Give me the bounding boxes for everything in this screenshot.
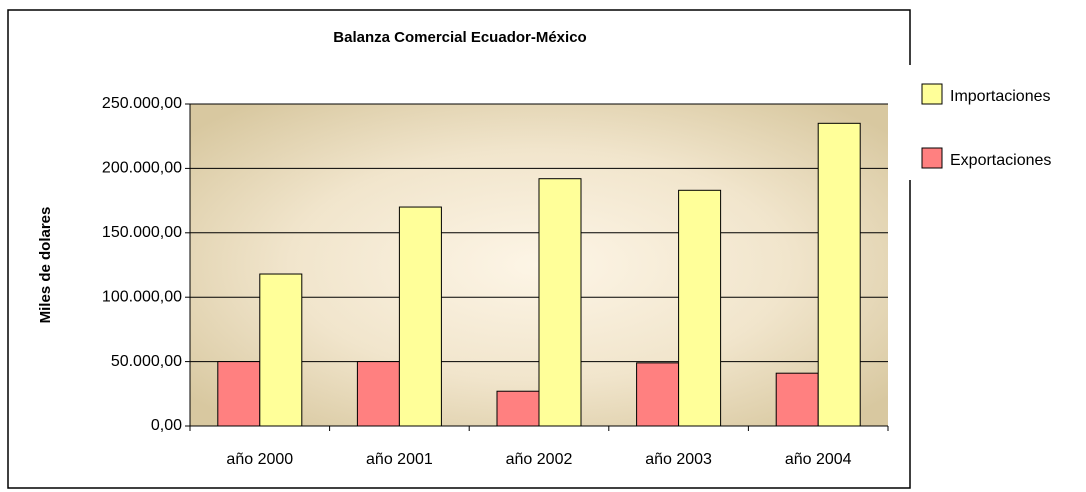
legend-swatch: [921, 147, 943, 169]
x-tick-label: año 2000: [226, 451, 293, 468]
y-tick-label: 150.000,00: [102, 224, 182, 241]
legend-swatch: [921, 83, 943, 105]
bar: [678, 189, 722, 427]
y-tick-label: 250.000,00: [102, 95, 182, 112]
bar: [636, 362, 680, 427]
x-tick-label: año 2001: [366, 451, 433, 468]
legend-label: Importaciones: [950, 88, 1051, 105]
bar: [356, 361, 400, 427]
bar: [217, 361, 261, 427]
bar: [775, 372, 819, 427]
bar: [259, 273, 303, 427]
y-tick-label: 100.000,00: [102, 288, 182, 305]
y-tick-label: 0,00: [151, 417, 182, 434]
y-axis-label: Miles de dolares: [37, 207, 54, 324]
bar: [398, 206, 442, 427]
chart-border: [7, 9, 911, 489]
bar: [817, 122, 861, 427]
y-tick-label: 50.000,00: [111, 353, 182, 370]
bar: [496, 390, 540, 427]
bar: [538, 178, 582, 427]
y-tick-label: 200.000,00: [102, 160, 182, 177]
legend-label: Exportaciones: [950, 152, 1051, 169]
x-tick-label: año 2003: [645, 451, 712, 468]
x-tick-label: año 2004: [785, 451, 852, 468]
chart-title: Balanza Comercial Ecuador-México: [333, 29, 586, 46]
x-tick-label: año 2002: [506, 451, 573, 468]
